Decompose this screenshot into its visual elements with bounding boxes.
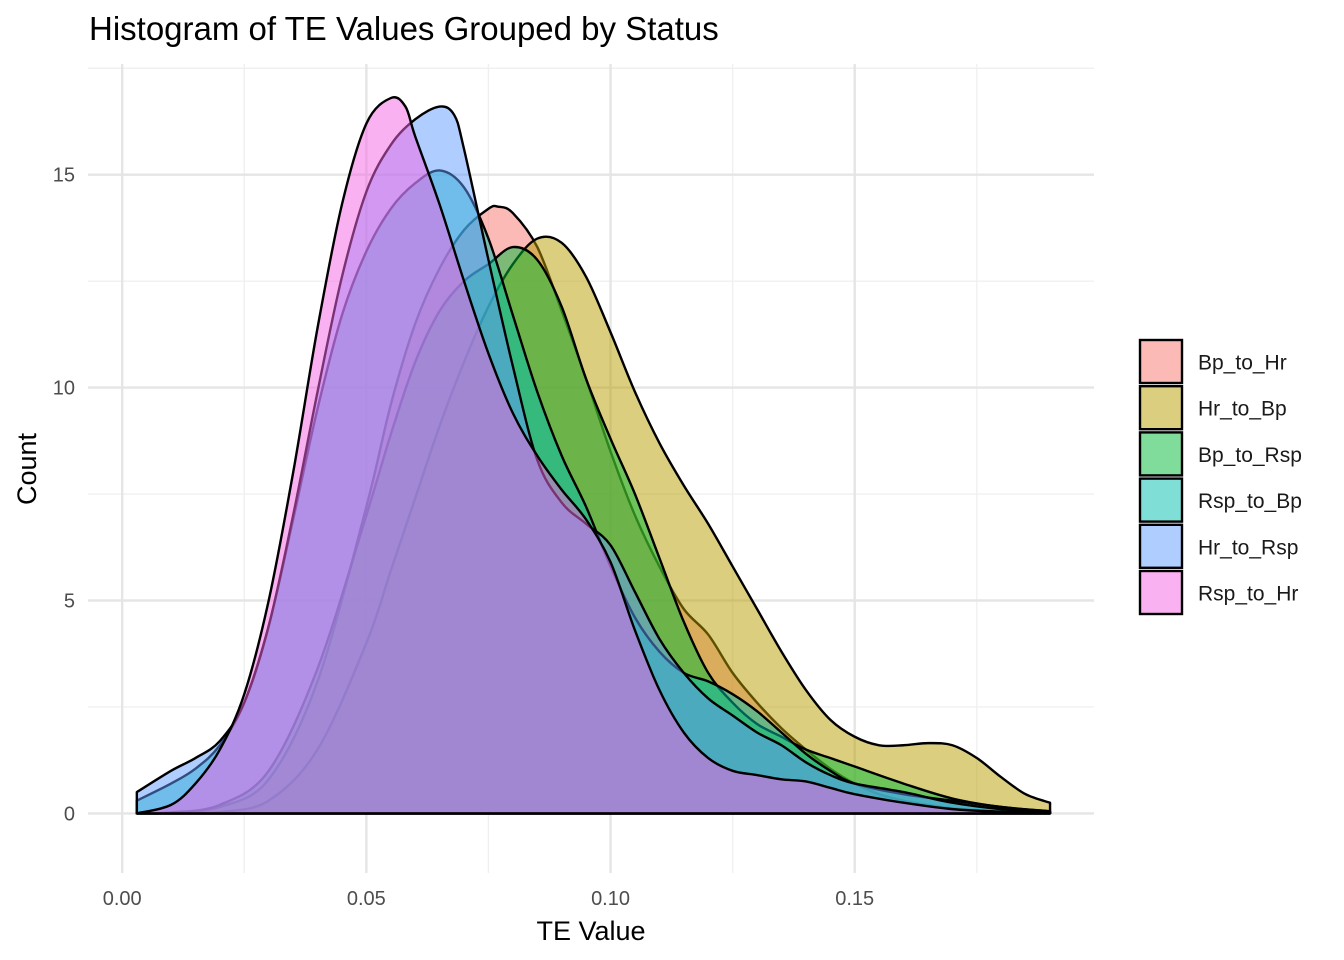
legend-label: Bp_to_Hr bbox=[1198, 352, 1287, 375]
y-axis-title: Count bbox=[12, 432, 42, 505]
legend-label: Bp_to_Rsp bbox=[1198, 444, 1302, 467]
y-axis-ticks: 0 5 10 15 bbox=[53, 165, 75, 826]
legend-key bbox=[1138, 569, 1184, 616]
legend-item: Hr_to_Rsp bbox=[1138, 523, 1298, 569]
legend-label: Hr_to_Rsp bbox=[1198, 536, 1298, 559]
density-areas bbox=[135, 96, 1052, 815]
x-axis-title: TE Value bbox=[536, 916, 645, 946]
legend-item: Hr_to_Bp bbox=[1138, 385, 1287, 431]
legend-label: Hr_to_Bp bbox=[1198, 398, 1287, 421]
y-tick-label: 5 bbox=[64, 590, 75, 612]
x-tick-label: 0.05 bbox=[347, 888, 386, 910]
legend: Bp_to_Hr Hr_to_Bp Bp_to_Rsp Rsp_to_Bp Hr_to_… bbox=[1138, 338, 1302, 616]
y-tick-label: 15 bbox=[53, 165, 75, 187]
y-tick-label: 10 bbox=[53, 378, 75, 400]
legend-label: Rsp_to_Bp bbox=[1198, 490, 1302, 513]
legend-item: Rsp_to_Bp bbox=[1138, 477, 1302, 523]
x-tick-label: 0.10 bbox=[591, 888, 630, 910]
x-tick-label: 0.15 bbox=[835, 888, 874, 910]
legend-key bbox=[1138, 523, 1184, 569]
x-axis-ticks: 0.00 0.05 0.10 0.15 bbox=[103, 888, 874, 910]
legend-key bbox=[1138, 477, 1184, 523]
density-area-rsp-to-hr bbox=[135, 96, 1052, 815]
legend-key bbox=[1138, 338, 1184, 385]
legend-key bbox=[1138, 431, 1184, 477]
legend-key bbox=[1138, 385, 1184, 431]
x-tick-label: 0.00 bbox=[103, 888, 142, 910]
chart-title: Histogram of TE Values Grouped by Status bbox=[89, 10, 719, 47]
legend-item: Bp_to_Rsp bbox=[1138, 431, 1302, 477]
y-tick-label: 0 bbox=[64, 803, 75, 825]
legend-item: Rsp_to_Hr bbox=[1138, 569, 1298, 616]
legend-item: Bp_to_Hr bbox=[1138, 338, 1287, 385]
legend-label: Rsp_to_Hr bbox=[1198, 583, 1298, 606]
